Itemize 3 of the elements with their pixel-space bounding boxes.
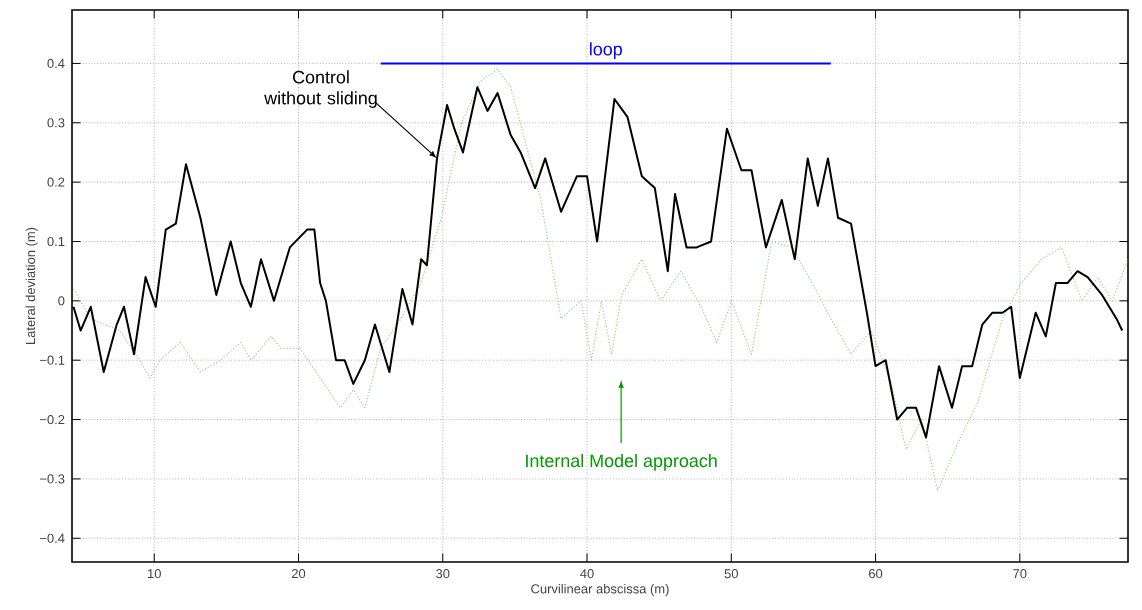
annotation: Control without sliding	[264, 70, 377, 108]
annotation: Internal Model approach	[526, 453, 717, 471]
series-label: loop	[590, 42, 622, 60]
